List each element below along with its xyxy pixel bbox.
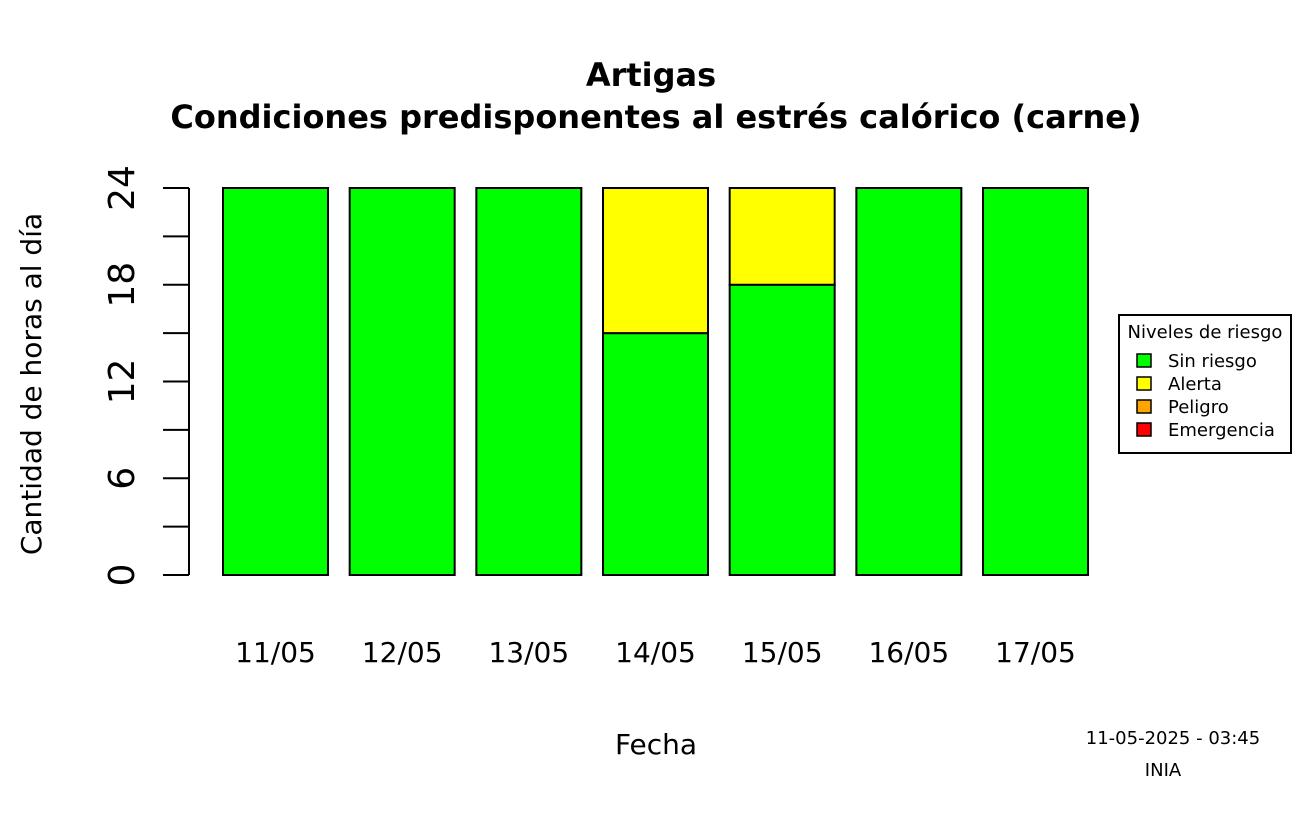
legend-item-label: Alerta <box>1168 374 1222 395</box>
x-tick-label: 15/05 <box>742 636 823 669</box>
x-tick-label: 17/05 <box>995 636 1076 669</box>
legend-item-label: Peligro <box>1168 397 1229 418</box>
x-tick-label: 11/05 <box>235 636 316 669</box>
x-axis-label: Fecha <box>615 728 697 761</box>
x-tick-label: 14/05 <box>615 636 696 669</box>
bars <box>222 187 1090 576</box>
footer-timestamp: 11-05-2025 - 03:45 <box>1086 728 1260 749</box>
bar-sin-riesgo <box>982 187 1090 576</box>
bar-sin-riesgo <box>855 187 963 576</box>
y-tick-label: 12 <box>102 359 143 405</box>
bar-sin-riesgo <box>602 332 710 576</box>
legend-title: Niveles de riesgo <box>1128 322 1283 343</box>
bar-sin-riesgo <box>475 187 583 576</box>
y-tick-label: 18 <box>102 262 143 308</box>
bar-sin-riesgo <box>348 187 456 576</box>
bar-alerta <box>602 187 710 335</box>
bar-alerta <box>728 187 836 286</box>
footer-source: INIA <box>1145 760 1182 781</box>
legend-item-label: Sin riesgo <box>1168 351 1257 372</box>
y-axis: 0 6 12 18 24 <box>102 165 190 587</box>
bar-sin-riesgo <box>728 283 836 576</box>
x-tick-label: 12/05 <box>362 636 443 669</box>
x-tick-label: 13/05 <box>488 636 569 669</box>
legend-swatch <box>1136 376 1152 391</box>
legend-swatch <box>1136 422 1152 437</box>
x-tick-label: 16/05 <box>868 636 949 669</box>
legend-item-label: Emergencia <box>1168 420 1275 441</box>
legend-box <box>1118 314 1292 454</box>
x-axis-ticks: 11/05 12/05 13/05 14/05 15/05 16/05 17/05 <box>235 636 1076 669</box>
chart-title: Artigas <box>586 56 716 94</box>
y-axis-label: Cantidad de horas al día <box>15 213 48 555</box>
y-tick-label: 24 <box>102 165 143 211</box>
y-tick-label: 6 <box>102 467 143 490</box>
bar-sin-riesgo <box>222 187 329 576</box>
legend-swatch <box>1136 353 1152 368</box>
chart-subtitle: Condiciones predisponentes al estrés cal… <box>170 98 1141 136</box>
y-tick-label: 0 <box>102 564 143 587</box>
legend-swatch <box>1136 399 1152 414</box>
legend: Niveles de riesgo Sin riesgoAlertaPeligr… <box>1118 314 1292 454</box>
